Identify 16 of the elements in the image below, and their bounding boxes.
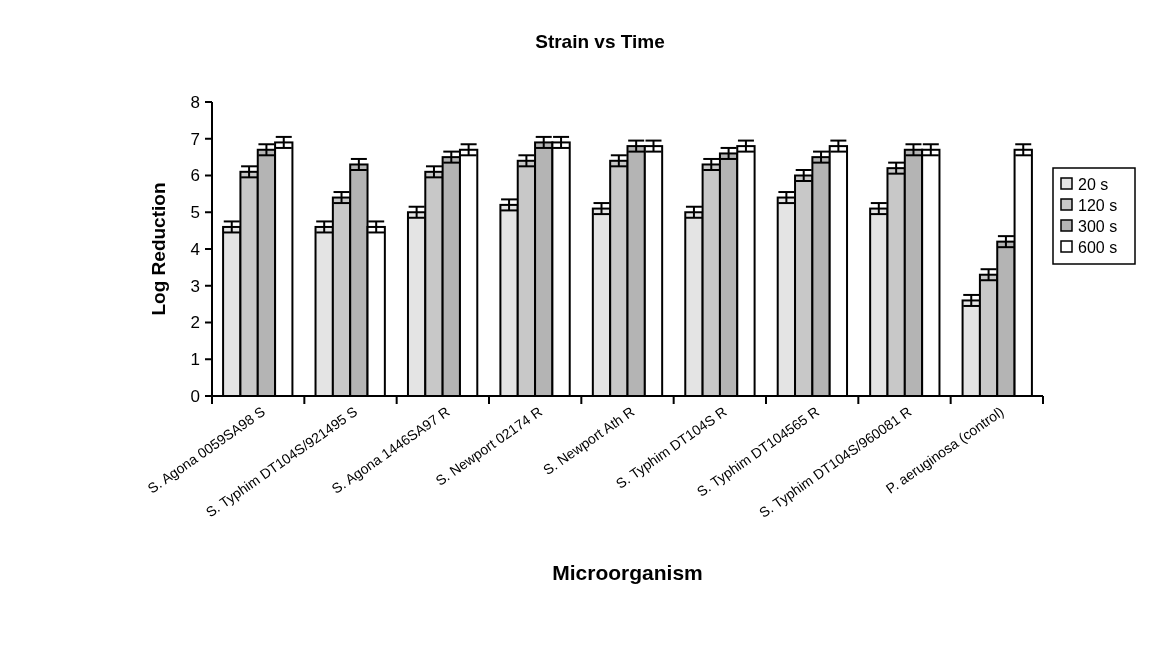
y-tick-label: 1	[190, 350, 200, 370]
chart-title: Strain vs Time	[535, 31, 665, 52]
legend-label: 120 s	[1078, 196, 1118, 214]
legend-label: 300 s	[1078, 217, 1118, 235]
x-axis-title: Microorganism	[552, 561, 703, 584]
y-tick-label: 8	[190, 92, 200, 112]
y-tick-label: 2	[190, 313, 200, 333]
y-tick-label: 7	[190, 129, 200, 149]
y-axis-title: Log Reduction	[148, 182, 169, 316]
legend-label: 600 s	[1078, 238, 1118, 256]
y-tick-label: 5	[190, 203, 200, 223]
y-tick-label: 4	[190, 239, 200, 259]
legend-label: 20 s	[1078, 175, 1109, 193]
y-tick-label: 3	[190, 276, 200, 296]
y-tick-label: 0	[190, 386, 200, 406]
y-tick-label: 6	[190, 166, 200, 186]
